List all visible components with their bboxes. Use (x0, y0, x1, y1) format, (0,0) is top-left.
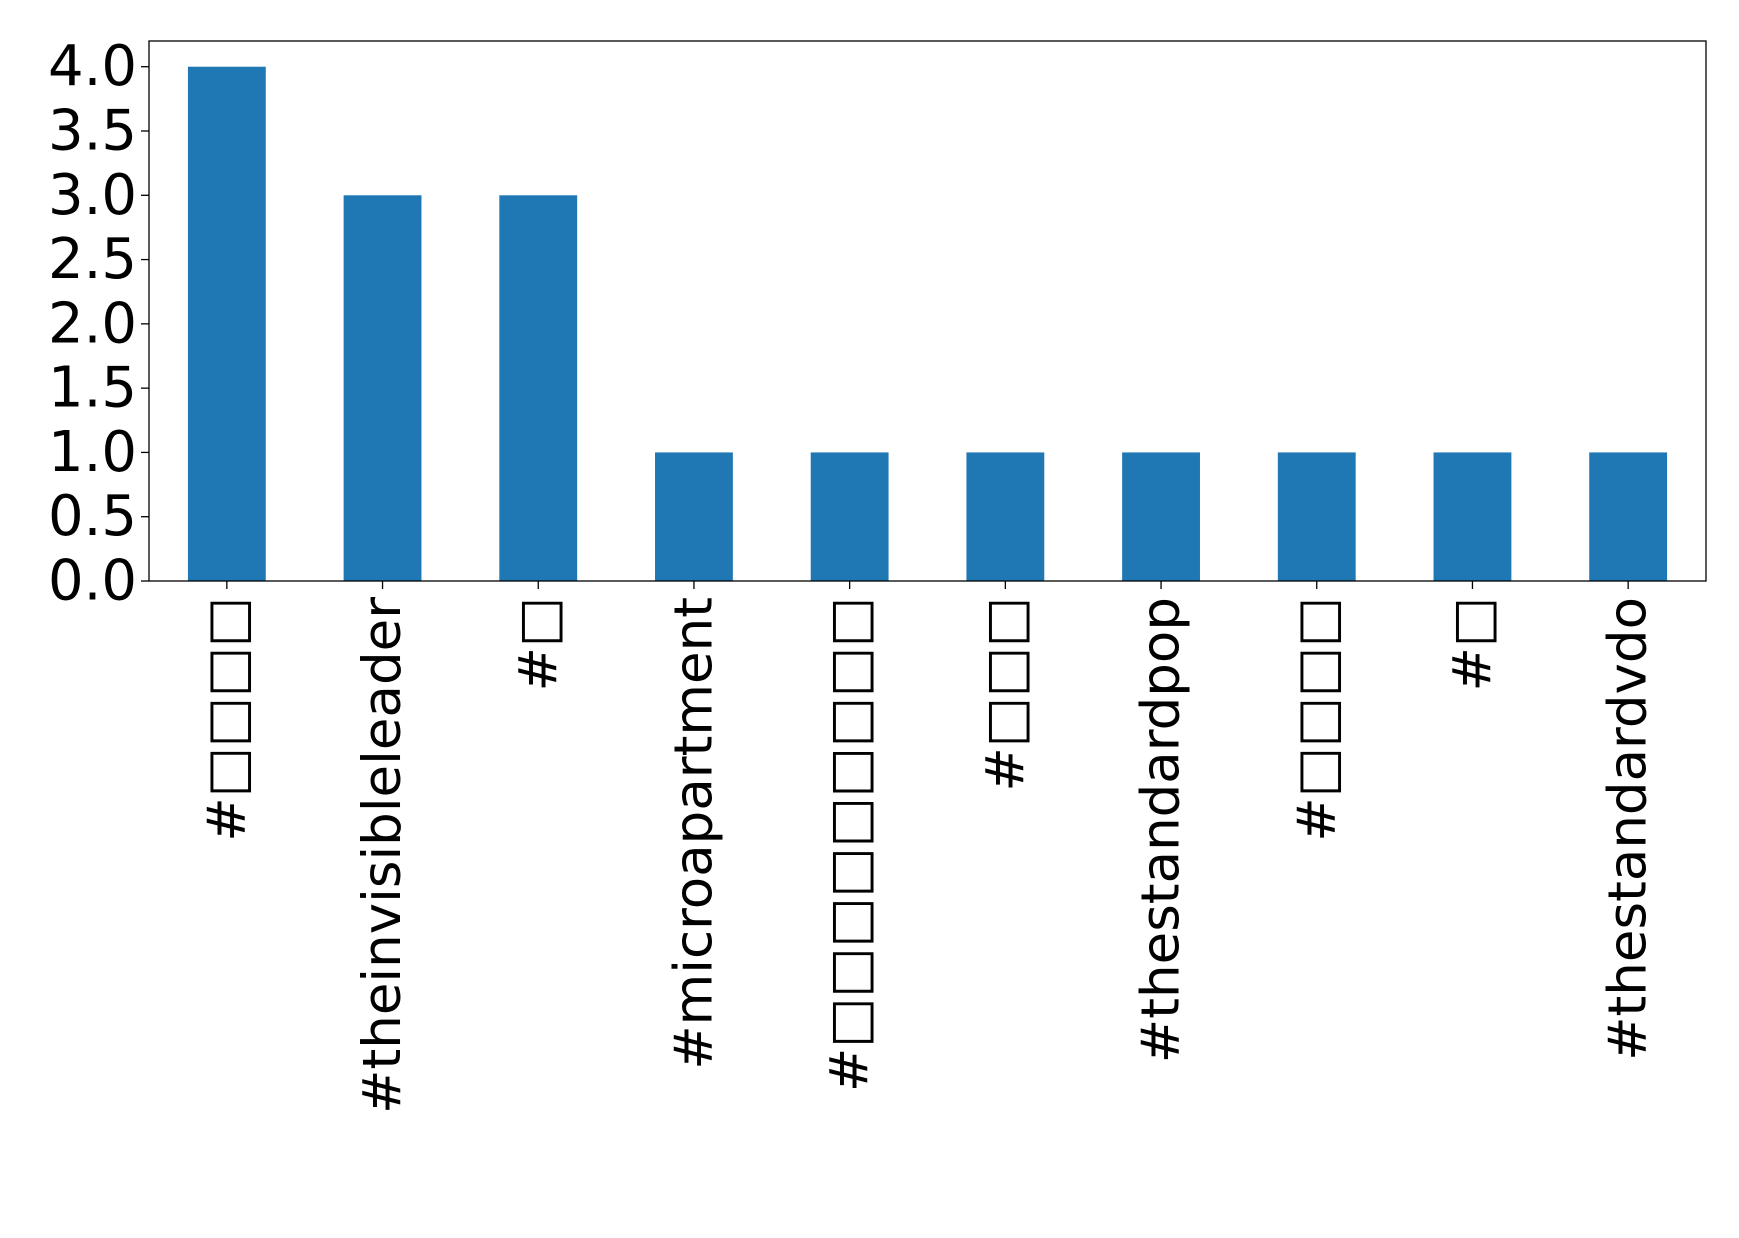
y-tick-label: 2.5 (48, 227, 137, 292)
y-tick-label: 4.0 (48, 34, 137, 99)
bar (966, 452, 1045, 581)
x-tick-label: #theinvisibleleader (352, 597, 413, 1114)
bars-group (187, 66, 1668, 582)
x-tick-label: #□□□□□□□□□ (819, 597, 880, 1092)
bar (343, 195, 422, 582)
bar (810, 452, 889, 581)
x-axis: #□□□□ #theinvisibleleader #□ #microapartmen… (196, 581, 1659, 1114)
plot-frame (148, 40, 1707, 582)
y-tick-label: 3.0 (48, 163, 137, 228)
y-tick-label: 0.5 (48, 484, 137, 549)
x-tick-label: #microapartment (663, 597, 724, 1070)
y-tick-label: 1.0 (48, 420, 137, 485)
y-tick-label: 2.0 (48, 291, 137, 356)
bar (1277, 452, 1356, 581)
bar (1589, 452, 1668, 581)
y-axis: 0.00.51.01.52.02.53.03.54.0 (48, 34, 149, 614)
x-tick-label: #□□□□ (1286, 597, 1347, 842)
bar (187, 66, 266, 581)
x-tick-label: #thestandardpop (1131, 597, 1192, 1063)
y-tick-label: 0.0 (48, 549, 137, 614)
bar (499, 195, 578, 582)
x-tick-label: #□□□□ (196, 597, 257, 842)
x-tick-label: #□ (1442, 597, 1503, 691)
bar (1122, 452, 1200, 581)
x-tick-label: #□□□ (975, 597, 1036, 792)
bar (1433, 452, 1512, 581)
x-tick-label: #□ (508, 597, 569, 691)
y-tick-label: 1.5 (48, 356, 137, 421)
y-tick-label: 3.5 (48, 99, 137, 164)
x-tick-label: #thestandardvdo (1598, 597, 1659, 1061)
bar (655, 452, 733, 581)
